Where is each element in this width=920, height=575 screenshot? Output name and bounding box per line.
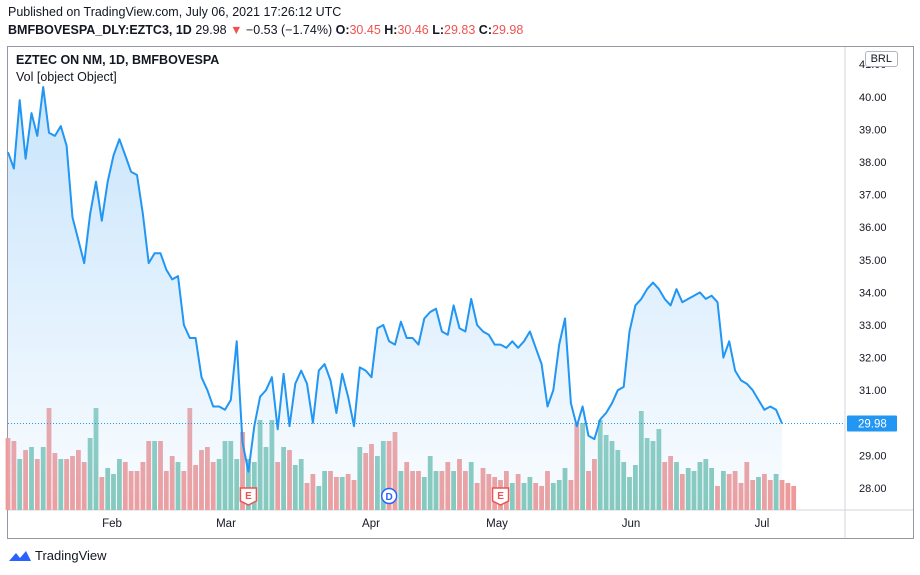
close-value: 29.98 — [492, 23, 524, 37]
volume-bar — [785, 483, 791, 510]
symbol-label: BMFBOVESPA_DLY:EZTC3, 1D — [8, 23, 192, 37]
last-price: 29.98 — [195, 23, 227, 37]
volume-bar — [791, 486, 797, 510]
y-tick-label: 29.00 — [859, 450, 887, 462]
tradingview-brand[interactable]: TradingView — [8, 548, 107, 563]
open-value: 30.45 — [349, 23, 381, 37]
y-tick-label: 37.00 — [859, 190, 887, 202]
x-tick-label: Feb — [102, 518, 122, 530]
dividend-marker — [380, 487, 398, 505]
chart-frame — [7, 46, 914, 539]
y-tick-label: 40.00 — [859, 92, 887, 104]
earnings-marker-label: E — [245, 491, 252, 502]
x-tick-label: Apr — [362, 518, 380, 530]
y-tick-label: 31.00 — [859, 385, 887, 397]
y-tick-label: 35.00 — [859, 255, 887, 267]
high-value: 30.46 — [397, 23, 429, 37]
y-tick-label: 32.00 — [859, 353, 887, 365]
x-tick-label: Mar — [216, 518, 236, 530]
price-area-fill — [8, 87, 782, 510]
y-tick-label: 28.00 — [859, 483, 887, 495]
y-tick-label: 36.00 — [859, 222, 887, 234]
x-tick-label: May — [486, 518, 508, 530]
tradingview-logo-icon — [9, 550, 31, 561]
brand-label: TradingView — [35, 548, 107, 563]
close-label: C: — [478, 23, 492, 37]
last-price-tag-label: 29.98 — [858, 418, 887, 430]
x-tick-label: Jul — [755, 518, 770, 530]
earnings-marker-label: E — [497, 491, 504, 502]
x-tick-label: Jun — [622, 518, 641, 530]
y-tick-label: 39.00 — [859, 124, 887, 136]
low-label: L: — [432, 23, 445, 37]
price-line — [7, 86, 783, 473]
volume-legend: Vol [object Object] — [16, 70, 117, 84]
last-price-tag — [847, 415, 897, 432]
open-label: O: — [335, 23, 350, 37]
ohlc-bar: BMFBOVESPA_DLY:EZTC3, 1D 29.98 ▼ −0.53 (… — [8, 23, 523, 37]
low-value: 29.83 — [444, 23, 476, 37]
chart-legend-title: EZTEC ON NM, 1D, BMFBOVESPA — [16, 53, 220, 67]
published-caption: Published on TradingView.com, July 06, 2… — [8, 5, 342, 19]
earnings-marker — [239, 487, 258, 506]
y-tick-label: 33.00 — [859, 320, 887, 332]
y-tick-label: 38.00 — [859, 157, 887, 169]
y-tick-label: 34.00 — [859, 287, 887, 299]
currency-badge[interactable]: BRL — [864, 51, 898, 67]
change-arrow-icon: ▼ — [230, 23, 243, 37]
high-label: H: — [384, 23, 398, 37]
earnings-marker — [491, 487, 510, 506]
dividend-marker-label: D — [386, 492, 393, 503]
change-value: −0.53 (−1.74%) — [245, 23, 333, 37]
